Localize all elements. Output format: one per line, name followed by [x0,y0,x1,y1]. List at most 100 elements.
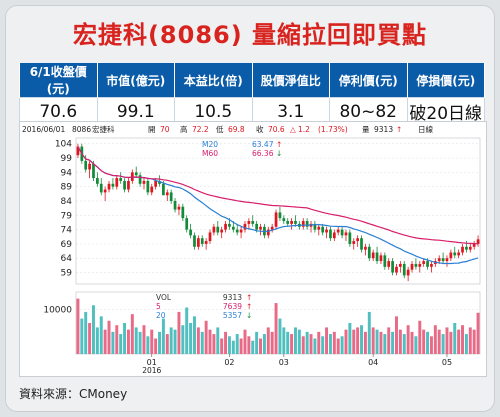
volume-bar [297,329,301,354]
volume-bar [177,311,181,354]
candle-body [332,232,336,239]
candle-body [336,229,340,233]
ma-legend: M20 63.47 ↑ M60 66.36 ↓ [202,140,282,158]
candle-body [437,258,441,262]
candle-body [189,229,192,236]
header-period: 日線 [418,124,433,134]
candle-body [173,200,177,210]
volume-bar [398,329,402,354]
candle-body [348,232,352,244]
candle-body [99,183,103,193]
header-code: 8086 [72,125,91,134]
data-source: 資料來源：CMoney [19,387,128,401]
volume-bar [406,325,410,354]
candle-body [266,229,270,236]
volume-bar [375,329,379,354]
volume-bar [119,334,123,354]
candle-body [441,258,445,262]
volume-bar [387,327,391,354]
candle-body [294,221,297,224]
candle-body [468,246,472,250]
volume-bar [305,331,309,354]
volume-bar [328,334,332,354]
candle-body [340,229,344,236]
volume-bar [115,325,119,354]
volume-bar [410,331,414,354]
volume-bar [317,331,321,354]
candle-body [290,221,293,224]
time-tick-label: 04 [368,358,378,367]
volume-bar [290,334,294,354]
header-pb-ratio: 股價淨值比 [251,63,330,98]
volume-bar [468,327,472,354]
candle-body [406,269,410,276]
header-volume: 9313 [374,125,393,134]
header-open: 70 [160,125,170,134]
candle-body [177,206,181,210]
volume-legend-up-icon: ↑ [246,302,252,311]
volume-bar [161,318,165,354]
candle-body [228,223,231,227]
price-tick-label: 84 [61,197,73,207]
time-tick-label: 02 [224,358,234,367]
candle-body [84,160,88,170]
moving-averages [77,146,479,265]
candle-body [212,226,216,233]
candle-body [426,261,429,267]
volume-bar [158,331,161,354]
volume-bar [437,329,441,354]
chart-header: 2016/06/01 8086 宏捷科 開 70 高 72.2 低 69.8 收… [22,124,433,134]
volume-bar [363,331,367,354]
volume-bar [142,325,146,354]
volume-bar [457,329,461,354]
time-tick-label: 05 [442,358,452,367]
candle-body [142,180,146,184]
ma20-line [77,146,479,265]
volume-bar [235,334,239,354]
candle-body [243,223,247,230]
volume-bar [169,327,173,354]
candle-body [111,183,115,187]
stock-stats-table: 6/1收盤價(元) 市值(億元) 本益比(倍) 股價淨值比 停利價(元) 停損價… [19,63,485,126]
candle-body [107,183,111,190]
candle-body [251,221,255,224]
candle-body [313,223,317,230]
candle-body [134,172,138,176]
volume-bar [196,327,200,354]
volume-bar [274,303,278,354]
candle-body [449,252,453,259]
candle-body [418,263,422,267]
candle-body [162,183,165,196]
candle-body [286,221,290,224]
candle-body [270,226,274,230]
candle-body [317,226,321,230]
header-volume-up-icon: ↑ [396,125,402,134]
candle-body [138,175,142,184]
volume-bar [294,327,297,354]
candle-body [193,235,196,247]
candle-body [453,252,457,256]
volume-bar [212,334,216,354]
volume-bar [204,320,208,354]
header-close: 70.6 [268,125,285,134]
price-tick-label: 74 [61,226,73,236]
volume-legend-value: 9313 [223,293,242,302]
header-take-profit: 停利價(元) [329,63,408,98]
volume-bar [239,338,243,354]
volume-bar [165,334,169,354]
volume-bar [231,340,235,354]
candle-body [414,263,418,267]
volume-bar [445,327,449,354]
header-low: 69.8 [228,125,245,134]
candle-body [375,252,379,262]
volume-bar [461,325,464,354]
candle-body [457,252,460,256]
volume-bar [84,311,88,354]
volume-bar [111,331,115,354]
volume-bar [383,334,387,354]
volume-bar [220,338,224,354]
volume-bar [352,329,356,354]
volume-bar [200,331,204,354]
stock-chart: 2016/06/01 8086 宏捷科 開 70 高 72.2 低 69.8 收… [19,121,487,377]
